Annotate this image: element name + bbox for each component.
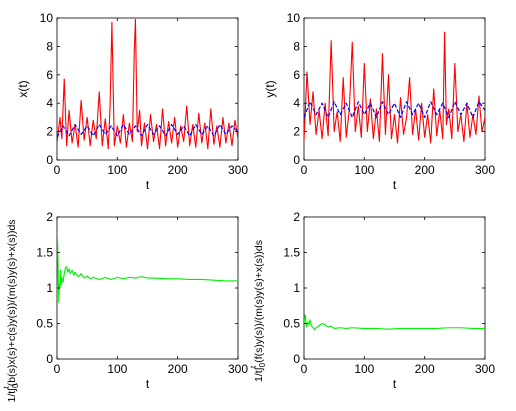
series-line-1 bbox=[57, 232, 238, 303]
x-tick-label: 200 bbox=[168, 163, 188, 177]
x-tick-label: 100 bbox=[354, 362, 374, 376]
y-tick-label: 1.5 bbox=[283, 246, 300, 260]
x-tick-label: 100 bbox=[107, 362, 127, 376]
chart-panel-3: 0 100 200 30000.511.52t1/t∫0t(b(s)x(s)+c(s)… bbox=[2, 210, 248, 403]
plot-area bbox=[303, 216, 486, 360]
x-tick-label: 200 bbox=[415, 362, 435, 376]
y-tick-label: 0 bbox=[293, 352, 300, 366]
y-label-prefix: 1/t∫ bbox=[6, 387, 18, 403]
plot-area bbox=[303, 17, 486, 161]
y-tick-label: 4 bbox=[46, 96, 53, 110]
y-tick-label: 0 bbox=[46, 153, 53, 167]
y-label-prefix: 1/t∫ bbox=[253, 366, 265, 382]
y-tick-label: 2 bbox=[46, 125, 53, 139]
y-tick-label: 2 bbox=[293, 125, 300, 139]
y-axis-label: x(t) bbox=[16, 80, 30, 97]
x-tick-label: 100 bbox=[354, 163, 374, 177]
series-line-1 bbox=[304, 31, 485, 144]
y-tick-label: 1 bbox=[46, 281, 53, 295]
plot-area bbox=[56, 216, 239, 360]
y-tick-label: 8 bbox=[293, 39, 300, 53]
y-axis-label: 1/t∫0t (f(s)y(s))/(m(s)y(s)+x(s))ds bbox=[249, 240, 267, 382]
y-label-upper-limit: t bbox=[2, 386, 11, 389]
x-tick-label: 0 bbox=[54, 163, 61, 177]
y-tick-label: 10 bbox=[40, 11, 54, 25]
y-tick-label: 10 bbox=[287, 11, 301, 25]
x-tick-label: 300 bbox=[475, 163, 495, 177]
series-line-2 bbox=[57, 123, 238, 138]
y-axis-label: 1/t∫0t(b(s)x(s)+c(s)y(s))/(m(s)y(s)+x(s)… bbox=[2, 219, 20, 402]
x-tick-label: 200 bbox=[415, 163, 435, 177]
y-tick-label: 0 bbox=[293, 153, 300, 167]
plot-area bbox=[56, 17, 239, 161]
series-line-1 bbox=[304, 314, 485, 331]
y-tick-label: 1.5 bbox=[36, 246, 53, 260]
y-tick-label: 0.5 bbox=[36, 317, 53, 331]
x-tick-label: 0 bbox=[301, 362, 308, 376]
x-axis-label: t bbox=[146, 178, 150, 192]
y-label-integrand: (f(s)y(s))/(m(s)y(s)+x(s))ds bbox=[253, 240, 265, 366]
y-label-lower-limit: 0 bbox=[258, 362, 267, 367]
x-axis-label: t bbox=[393, 178, 397, 192]
x-axis-label: t bbox=[146, 377, 150, 391]
y-tick-label: 1 bbox=[293, 281, 300, 295]
x-tick-label: 100 bbox=[107, 163, 127, 177]
x-tick-label: 300 bbox=[228, 163, 248, 177]
y-tick-label: 0.5 bbox=[283, 317, 300, 331]
chart-panel-2: 0 100 200 300 0 2 4 6 8 10 t y(t) bbox=[263, 11, 495, 192]
x-tick-label: 300 bbox=[228, 362, 248, 376]
x-axis-label: t bbox=[393, 377, 397, 391]
y-axis-label: y(t) bbox=[263, 80, 277, 97]
y-tick-label: 4 bbox=[293, 96, 300, 110]
chart-panel-1: 0 100 200 300 0 2 4 6 8 10 t x(t) bbox=[16, 11, 248, 192]
series-line-2 bbox=[304, 101, 485, 119]
y-tick-label: 0 bbox=[46, 352, 53, 366]
y-tick-label: 8 bbox=[46, 39, 53, 53]
x-tick-label: 0 bbox=[301, 163, 308, 177]
y-label-integrand: (b(s)x(s)+c(s)y(s))/(m(s)y(s)+x(s))ds bbox=[6, 219, 18, 386]
x-tick-label: 200 bbox=[168, 362, 188, 376]
series-line-1 bbox=[57, 18, 238, 150]
x-tick-label: 0 bbox=[54, 362, 61, 376]
y-label-lower-limit: 0 bbox=[11, 383, 20, 388]
y-tick-label: 2 bbox=[293, 210, 300, 224]
x-tick-label: 300 bbox=[475, 362, 495, 376]
y-tick-label: 2 bbox=[46, 210, 53, 224]
y-tick-label: 6 bbox=[46, 68, 53, 82]
y-label-upper-limit: t bbox=[249, 365, 258, 368]
y-tick-label: 6 bbox=[293, 68, 300, 82]
